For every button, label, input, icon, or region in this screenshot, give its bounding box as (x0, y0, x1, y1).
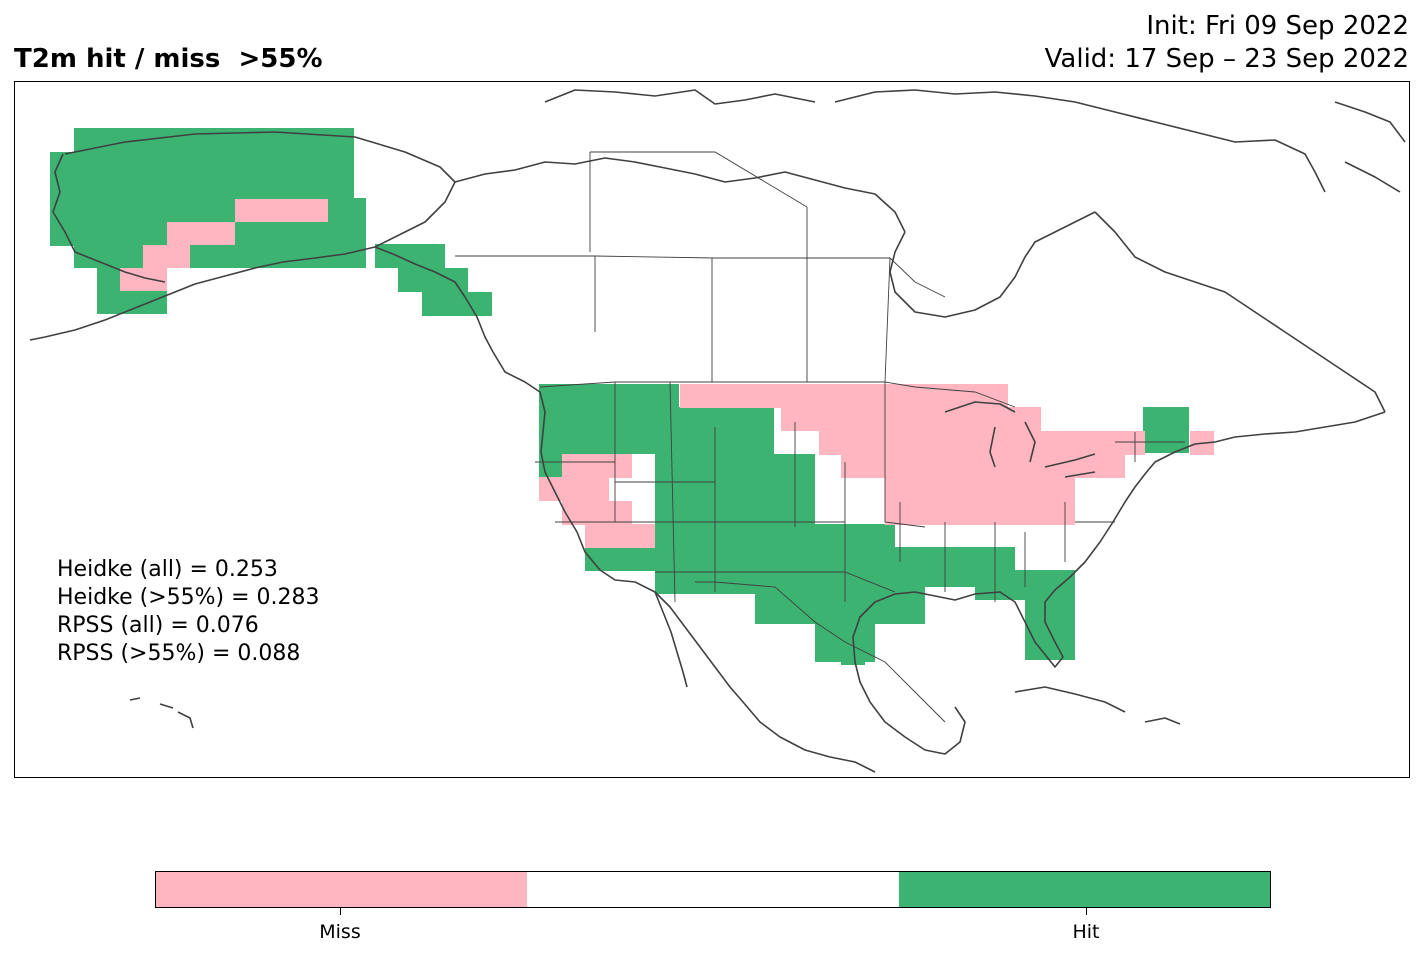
heidke-all: Heidke (all) = 0.253 (57, 557, 278, 582)
miss-cell (885, 477, 1075, 501)
colorbar-neutral-segment (527, 872, 899, 907)
political-borders (455, 151, 1185, 723)
hit-cell (1025, 570, 1075, 660)
north-america-map (29, 89, 1406, 773)
cuba (1014, 686, 1126, 713)
coastlines (29, 89, 1406, 773)
hit-cell (50, 152, 74, 246)
hit-cell (422, 292, 492, 316)
miss-cell (819, 431, 1099, 455)
hit-cell (841, 642, 865, 665)
heidke-55: Heidke (>55%) = 0.283 (57, 585, 320, 610)
miss-cell (539, 477, 609, 501)
hit-cell (585, 547, 655, 571)
valid-range: Valid: 17 Sep – 23 Sep 2022 (1044, 44, 1409, 74)
hit-cell (655, 454, 815, 524)
rpss-55: RPSS (>55%) = 0.088 (57, 641, 301, 666)
miss-cell (562, 454, 632, 478)
colorbar-label-miss: Miss (319, 921, 361, 943)
hit-cell (375, 244, 445, 268)
miss-cell (781, 407, 1041, 431)
atlantic-coast (914, 411, 1386, 668)
grid-cells (50, 128, 1214, 665)
pacific-coast (492, 351, 876, 773)
gulf-coast (852, 591, 966, 755)
miss-cell (680, 384, 748, 408)
hit-cell (74, 128, 354, 198)
date-header: Init: Fri 09 Sep 2022 Valid: 17 Sep – 23… (1045, 10, 1409, 76)
hit-cell (629, 384, 679, 408)
colorbar-label-hit: Hit (1072, 921, 1100, 943)
skill-scores: Heidke (all) = 0.253 Heidke (>55%) = 0.2… (57, 556, 320, 668)
miss-cell (885, 501, 1075, 525)
miss-cell (748, 384, 1008, 408)
miss-cell (562, 501, 632, 525)
hit-cell (975, 570, 1025, 600)
miss-cell (120, 268, 167, 291)
canada-arctic-coast (454, 157, 906, 233)
colorbar-miss-segment (156, 872, 528, 907)
miss-cell (143, 245, 190, 268)
hudson-bay (889, 211, 1096, 318)
miss-cell (585, 524, 655, 548)
miss-cell (235, 199, 328, 222)
hit-cell (1143, 407, 1189, 453)
colorbar-tick-miss (340, 908, 341, 915)
hawaii (129, 697, 194, 729)
colorbar-tick-hit (1086, 908, 1087, 915)
miss-cell (1055, 454, 1125, 478)
map-title: T2m hit / miss >55% (14, 44, 323, 74)
map-panel (14, 81, 1410, 778)
colorbar-hit-segment (898, 872, 1270, 907)
great-lakes (944, 401, 1096, 478)
miss-cell (167, 222, 235, 245)
colorbar (155, 871, 1271, 908)
miss-cell (1075, 431, 1145, 455)
alaska-coast (29, 131, 456, 341)
init-date: Init: Fri 09 Sep 2022 (1146, 11, 1409, 41)
rpss-all: RPSS (all) = 0.076 (57, 613, 259, 638)
